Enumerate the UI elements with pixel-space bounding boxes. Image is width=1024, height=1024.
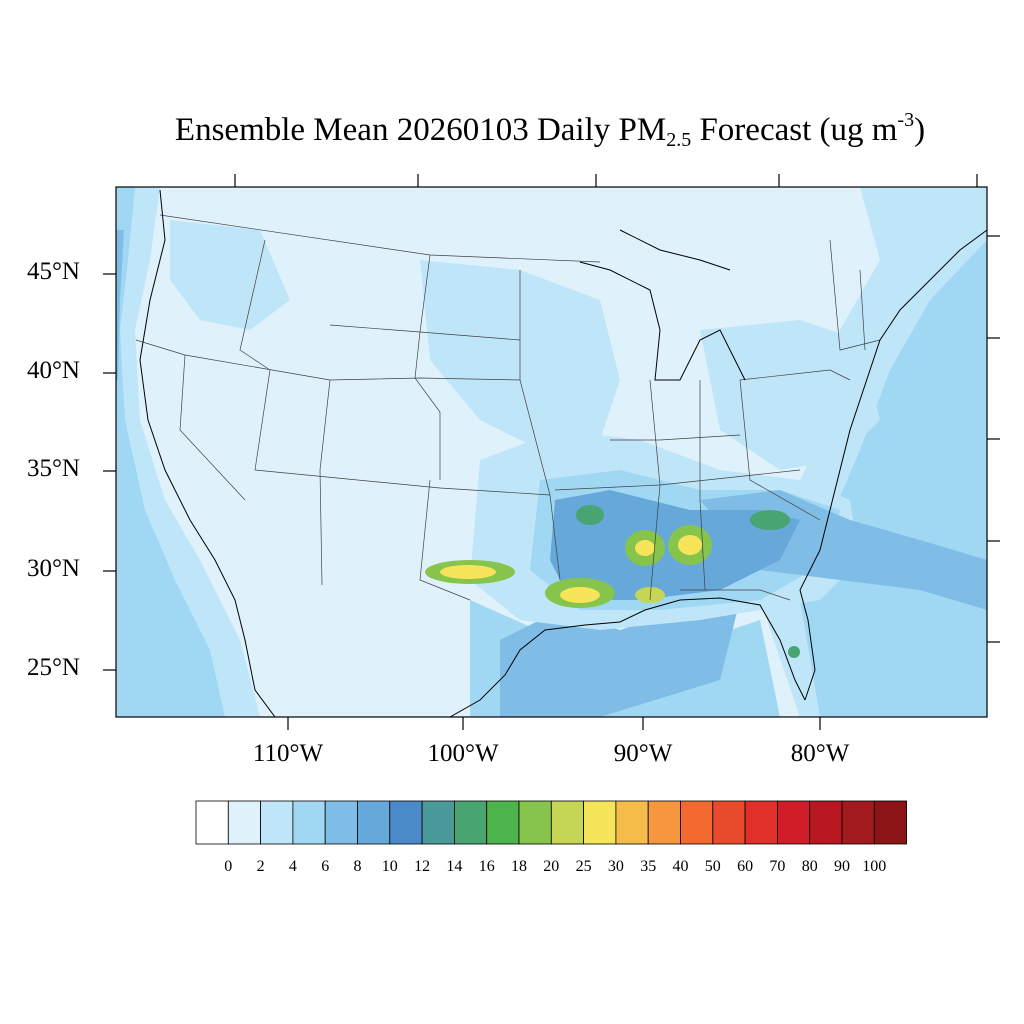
hotspot-texas-core bbox=[440, 565, 496, 579]
pacific-coast-dark bbox=[116, 230, 124, 380]
colorbar-label: 2 bbox=[256, 858, 265, 875]
colorbar-label: 40 bbox=[672, 858, 689, 875]
colorbar-label: 8 bbox=[353, 858, 362, 875]
colorbar-label: 70 bbox=[769, 858, 786, 875]
colorbar-box bbox=[421, 800, 455, 845]
colorbar-label: 60 bbox=[737, 858, 754, 875]
coastlines bbox=[139, 189, 987, 717]
colorbar-label: 90 bbox=[834, 858, 850, 875]
colorbar-box bbox=[841, 800, 875, 845]
colorbar-box bbox=[357, 800, 391, 845]
hotspot-gulf-coast bbox=[635, 587, 665, 603]
colorbar-box bbox=[809, 800, 843, 845]
northwest-plume bbox=[170, 220, 290, 330]
colorbar-box bbox=[260, 800, 294, 845]
colorbar-label: 30 bbox=[607, 858, 624, 875]
hotspot-louisiana-core bbox=[560, 587, 600, 603]
colorbar-label: 20 bbox=[543, 858, 560, 875]
colorbar-box bbox=[195, 800, 229, 845]
colorbar-label: 80 bbox=[801, 858, 818, 875]
gulf-band bbox=[500, 600, 740, 717]
hotspot-florida bbox=[788, 646, 800, 658]
colorbar-label: 16 bbox=[478, 858, 495, 875]
colorbar-box bbox=[583, 800, 617, 845]
colorbar-label: 12 bbox=[414, 858, 431, 875]
colorbar-label: 4 bbox=[288, 858, 297, 875]
lat-label: 45°N bbox=[26, 258, 80, 285]
hotspot-georgia bbox=[750, 510, 790, 530]
colorbar-box bbox=[777, 800, 811, 845]
colorbar-box bbox=[518, 800, 552, 845]
lat-label: 35°N bbox=[26, 455, 80, 482]
colorbar-label: 100 bbox=[862, 858, 887, 875]
lon-label: 110°W bbox=[252, 740, 324, 767]
lat-label: 30°N bbox=[26, 555, 80, 582]
lat-label: 25°N bbox=[26, 654, 80, 681]
colorbar-box bbox=[615, 800, 649, 845]
colorbar-box bbox=[227, 800, 262, 845]
hotspot-arkansas bbox=[576, 505, 604, 525]
colorbar-box bbox=[324, 800, 358, 845]
hotspot-alabama-core bbox=[678, 535, 702, 555]
lat-label: 40°N bbox=[26, 357, 80, 384]
colorbar-box bbox=[873, 800, 907, 845]
colorbar-label: 0 bbox=[224, 858, 233, 875]
lon-label: 80°W bbox=[790, 740, 850, 767]
map-title: Ensemble Mean 20260103 Daily PM2.5 Forec… bbox=[174, 109, 926, 151]
colorbar-label: 50 bbox=[704, 858, 721, 875]
map-ticks bbox=[103, 174, 1000, 730]
colorbar-box bbox=[550, 800, 584, 845]
colorbar-label: 10 bbox=[381, 858, 398, 875]
colorbar-box bbox=[453, 800, 488, 845]
colorbar-box bbox=[292, 800, 326, 845]
colorbar-box bbox=[712, 800, 746, 845]
lon-label: 90°W bbox=[613, 740, 673, 767]
colorbar-label: 25 bbox=[575, 858, 592, 875]
colorbar-box bbox=[389, 800, 423, 845]
hotspot-mississippi-core bbox=[635, 540, 655, 556]
atlantic-band bbox=[800, 240, 987, 717]
colorbar-label: 14 bbox=[446, 858, 463, 875]
colorbar-label: 18 bbox=[511, 858, 527, 875]
map-frame bbox=[115, 186, 988, 718]
colorbar-label: 6 bbox=[321, 858, 330, 875]
colorbar-box bbox=[486, 800, 520, 845]
colorbar-box bbox=[647, 800, 681, 845]
pacific-coast-band bbox=[116, 187, 225, 717]
lon-label: 100°W bbox=[427, 740, 499, 767]
state-boundaries bbox=[135, 214, 881, 601]
colorbar-box bbox=[680, 800, 714, 845]
colorbar-box bbox=[744, 800, 778, 845]
colorbar-label: 35 bbox=[640, 858, 657, 875]
